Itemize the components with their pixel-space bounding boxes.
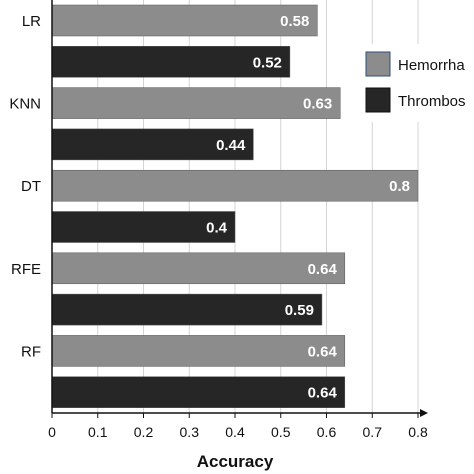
bars: 0.58 0.52 0.63 0.44 0.8 0.4 0.64 0.59 0.64 0.64	[51, 4, 419, 408]
bar-dt-thrombosis	[51, 211, 236, 243]
bar-value-label: 0.64	[308, 343, 338, 360]
bar-knn-hemorrhage	[51, 87, 341, 119]
bar-value-label: 0.52	[253, 54, 282, 71]
x-tick-label: 0.6	[317, 424, 337, 440]
x-tick-label: 0.7	[363, 424, 383, 440]
category-label: RF	[21, 343, 41, 360]
category-labels: LR KNN DT RFE RF	[9, 13, 41, 360]
bar-rfe-thrombosis	[51, 293, 323, 326]
bar-rf-thrombosis	[51, 376, 346, 408]
bar-rfe-hemorrhage	[51, 252, 346, 285]
category-label: DT	[21, 178, 41, 195]
x-axis-arrow	[420, 409, 428, 417]
legend: Hemorrha Thrombos	[360, 44, 474, 122]
bar-dt-hemorrhage	[51, 169, 419, 202]
category-label: KNN	[9, 96, 41, 113]
x-tick-labels: 0 0.1 0.2 0.3 0.4 0.5 0.6 0.7 0.8	[48, 413, 428, 440]
axes	[51, 0, 428, 417]
bar-rf-hemorrhage	[51, 335, 346, 367]
x-axis-label: Accuracy	[197, 452, 274, 471]
category-label: RFE	[11, 261, 41, 278]
x-tick-label: 0.2	[134, 424, 154, 440]
bar-knn-thrombosis	[51, 128, 254, 161]
bar-value-label: 0.4	[206, 220, 228, 237]
x-tick-label: 0.1	[88, 424, 108, 440]
x-tick-label: 0.3	[180, 424, 200, 440]
legend-swatch	[365, 87, 391, 113]
legend-label: Thrombos	[398, 93, 466, 110]
x-tick-label: 0.5	[271, 424, 291, 440]
x-tick-label: 0.4	[225, 424, 245, 440]
bar-value-label: 0.58	[280, 13, 309, 30]
x-tick-label: 0.8	[408, 424, 428, 440]
x-tick-label: 0	[48, 424, 56, 440]
bar-value-label: 0.59	[285, 302, 314, 319]
bar-value-label: 0.8	[389, 178, 410, 195]
bar-lr-hemorrhage	[51, 4, 318, 37]
bar-lr-thrombosis	[51, 46, 291, 78]
bar-value-label: 0.44	[216, 137, 246, 154]
legend-swatch	[365, 51, 391, 77]
bar-value-label: 0.64	[308, 385, 338, 402]
legend-label: Hemorrha	[398, 57, 465, 74]
bar-value-label: 0.63	[303, 96, 332, 113]
bar-value-label: 0.64	[308, 261, 338, 278]
category-label: LR	[22, 13, 41, 30]
